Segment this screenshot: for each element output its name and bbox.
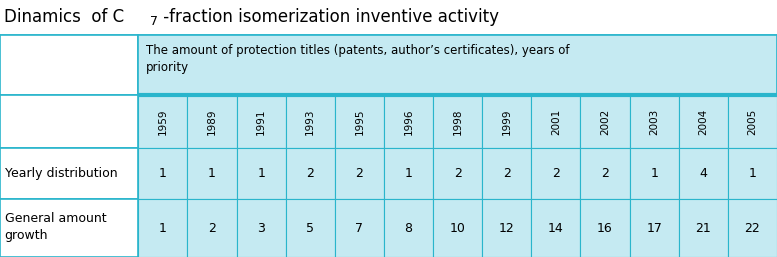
Bar (0, 95, 138, 148)
Bar (286, 199, 335, 257)
Bar (187, 199, 236, 257)
Bar (531, 95, 580, 148)
Bar (236, 148, 286, 199)
Text: 2: 2 (601, 167, 609, 180)
Bar (483, 148, 531, 199)
Bar (335, 148, 384, 199)
Text: 1999: 1999 (502, 108, 512, 135)
Bar (580, 199, 629, 257)
Text: 2: 2 (552, 167, 560, 180)
Bar (728, 199, 777, 257)
Text: 2005: 2005 (747, 108, 758, 135)
Text: 1998: 1998 (453, 108, 462, 135)
Bar (679, 95, 728, 148)
Text: Dinamics  of C: Dinamics of C (4, 8, 124, 26)
Text: 14: 14 (548, 222, 564, 235)
Bar (138, 148, 187, 199)
Bar (580, 148, 629, 199)
Text: 1989: 1989 (207, 108, 217, 135)
Bar (0, 148, 138, 199)
Text: 1: 1 (405, 167, 413, 180)
Text: 1: 1 (257, 167, 265, 180)
Text: 2003: 2003 (649, 108, 659, 135)
Bar (384, 199, 433, 257)
Bar (138, 199, 187, 257)
Text: 2004: 2004 (699, 108, 709, 135)
Bar (236, 95, 286, 148)
Bar (728, 95, 777, 148)
Text: 12: 12 (499, 222, 514, 235)
Bar (483, 95, 531, 148)
Bar (580, 95, 629, 148)
Text: 1: 1 (748, 167, 756, 180)
Text: 1996: 1996 (403, 108, 413, 135)
Bar (629, 199, 679, 257)
Bar (138, 95, 187, 148)
Text: 17: 17 (646, 222, 662, 235)
Bar (384, 148, 433, 199)
Bar (138, 35, 777, 95)
Text: The amount of protection titles (patents, author’s certificates), years of
prior: The amount of protection titles (patents… (146, 44, 570, 74)
Text: 1959: 1959 (158, 108, 168, 135)
Text: 2002: 2002 (600, 108, 610, 135)
Bar (335, 95, 384, 148)
Text: 10: 10 (450, 222, 465, 235)
Text: 1995: 1995 (354, 108, 364, 135)
Text: Yearly distribution: Yearly distribution (5, 167, 117, 180)
Bar (531, 148, 580, 199)
Bar (0, 35, 138, 95)
Text: -fraction isomerization inventive activity: -fraction isomerization inventive activi… (158, 8, 499, 26)
Bar (433, 148, 483, 199)
Bar (629, 148, 679, 199)
Bar (286, 95, 335, 148)
Bar (433, 95, 483, 148)
Text: 1: 1 (159, 167, 167, 180)
Bar (335, 199, 384, 257)
Bar (679, 148, 728, 199)
Bar (286, 148, 335, 199)
Bar (433, 199, 483, 257)
Bar (679, 199, 728, 257)
Text: 5: 5 (306, 222, 314, 235)
Text: 1991: 1991 (256, 108, 267, 135)
Bar (728, 148, 777, 199)
Bar (236, 199, 286, 257)
Text: 8: 8 (405, 222, 413, 235)
Bar (384, 95, 433, 148)
Text: 7: 7 (150, 15, 158, 28)
Bar (0, 0, 777, 35)
Text: 16: 16 (598, 222, 613, 235)
Text: 2: 2 (208, 222, 216, 235)
Text: 1: 1 (650, 167, 658, 180)
Text: 2: 2 (355, 167, 364, 180)
Bar (531, 199, 580, 257)
Text: 3: 3 (257, 222, 265, 235)
Text: 2001: 2001 (551, 108, 561, 135)
Bar (0, 35, 777, 257)
Text: 22: 22 (744, 222, 761, 235)
Bar (0, 199, 138, 257)
Text: General amount
growth: General amount growth (5, 212, 106, 242)
Text: 1: 1 (208, 167, 216, 180)
Text: 2: 2 (503, 167, 510, 180)
Text: 7: 7 (355, 222, 364, 235)
Bar (187, 95, 236, 148)
Text: 21: 21 (695, 222, 711, 235)
Text: 2: 2 (306, 167, 314, 180)
Text: 1: 1 (159, 222, 167, 235)
Text: 2: 2 (454, 167, 462, 180)
Bar (629, 95, 679, 148)
Bar (187, 148, 236, 199)
Text: 4: 4 (699, 167, 707, 180)
Text: 1993: 1993 (305, 108, 315, 135)
Bar (483, 199, 531, 257)
